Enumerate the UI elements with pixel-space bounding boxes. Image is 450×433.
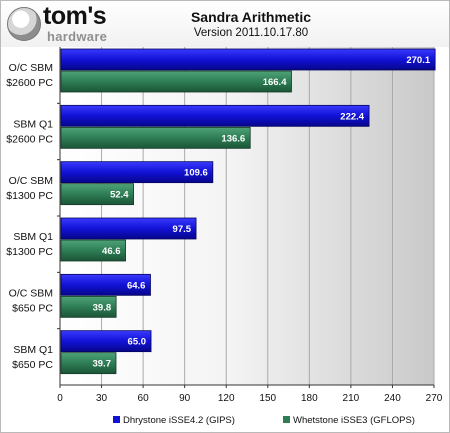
- x-tick-label-180: 180: [301, 393, 318, 404]
- chart-plot: 0 30 60 90 120 150 180 210 240 270 O/C SBM $2600 PC…: [6, 47, 443, 404]
- data-label-dhrystone-2: 109.6: [184, 168, 208, 179]
- bar-whetstone-2: [60, 183, 134, 206]
- bar-dhrystone-2: [60, 161, 214, 184]
- toms-hardware-logo: tom's hardware: [7, 2, 137, 46]
- legend-label-whetstone: Whetstone iSSE3 (GFLOPS): [293, 415, 415, 426]
- chart-legend: Dhrystone iSSE4.2 (GIPS) Whetstone iSSE3…: [1, 415, 449, 429]
- plot-background: [60, 47, 434, 385]
- bar-dhrystone-4: [60, 273, 151, 296]
- logo-main-text: tom's: [43, 2, 107, 30]
- bar-dhrystone-0: [60, 48, 436, 71]
- legend-swatch-dhrystone: [113, 415, 120, 423]
- data-label-dhrystone-3: 97.5: [173, 224, 192, 235]
- x-tick-label-150: 150: [259, 393, 276, 404]
- category-label-3-0: SBM Q1: [13, 231, 53, 243]
- category-label-4-1: $650 PC: [12, 303, 53, 315]
- x-tick-label-90: 90: [179, 393, 191, 404]
- category-label-0-1: $2600 PC: [6, 77, 53, 89]
- category-label-0-0: O/C SBM: [9, 62, 53, 74]
- category-label-1-0: SBM Q1: [13, 119, 53, 131]
- legend-swatch-whetstone: [283, 415, 290, 423]
- chart-title: Sandra Arithmetic: [190, 9, 312, 25]
- legend-item-whetstone: Whetstone iSSE3 (GFLOPS): [283, 415, 415, 426]
- bar-whetstone-3: [60, 239, 126, 262]
- data-label-whetstone-3: 46.6: [102, 246, 121, 257]
- legend-label-dhrystone: Dhrystone iSSE4.2 (GIPS): [123, 415, 235, 426]
- bar-dhrystone-5: [60, 330, 152, 353]
- data-label-whetstone-0: 166.4: [263, 77, 287, 88]
- bar-dhrystone-3: [60, 217, 197, 240]
- x-tick-label-240: 240: [384, 393, 401, 404]
- x-tick-label-30: 30: [96, 393, 108, 404]
- data-label-dhrystone-1: 222.4: [340, 111, 364, 122]
- x-tick-label-0: 0: [57, 393, 63, 404]
- x-tick-label-210: 210: [343, 393, 360, 404]
- data-label-whetstone-4: 39.8: [93, 302, 112, 313]
- bar-whetstone-0: [60, 70, 292, 93]
- category-label-4-0: O/C SBM: [9, 288, 53, 300]
- bar-dhrystone-1: [60, 104, 370, 127]
- data-label-whetstone-1: 136.6: [221, 133, 245, 144]
- bar-whetstone-5: [60, 352, 117, 375]
- category-label-2-1: $1300 PC: [6, 190, 53, 202]
- category-label-1-1: $2600 PC: [6, 134, 53, 146]
- category-label-2-0: O/C SBM: [9, 175, 53, 187]
- bar-whetstone-4: [60, 295, 117, 318]
- data-label-whetstone-5: 39.7: [92, 359, 111, 370]
- logo-sub-text: hardware: [47, 29, 108, 44]
- logo-magnifier-icon: [7, 7, 41, 41]
- data-label-dhrystone-4: 64.6: [127, 280, 146, 291]
- legend-item-dhrystone: Dhrystone iSSE4.2 (GIPS): [113, 415, 235, 426]
- x-tick-label-120: 120: [218, 393, 235, 404]
- category-label-3-1: $1300 PC: [6, 246, 53, 258]
- x-tick-label-60: 60: [138, 393, 150, 404]
- bar-whetstone-1: [60, 126, 251, 149]
- category-label-5-0: SBM Q1: [13, 344, 53, 356]
- data-label-dhrystone-5: 65.0: [128, 337, 147, 348]
- category-label-5-1: $650 PC: [12, 359, 53, 371]
- data-label-dhrystone-0: 270.1: [406, 55, 430, 66]
- x-tick-label-270: 270: [426, 393, 443, 404]
- chart-subtitle: Version 2011.10.17.80: [193, 27, 309, 39]
- data-label-whetstone-2: 52.4: [110, 190, 129, 201]
- header-band: [1, 1, 449, 47]
